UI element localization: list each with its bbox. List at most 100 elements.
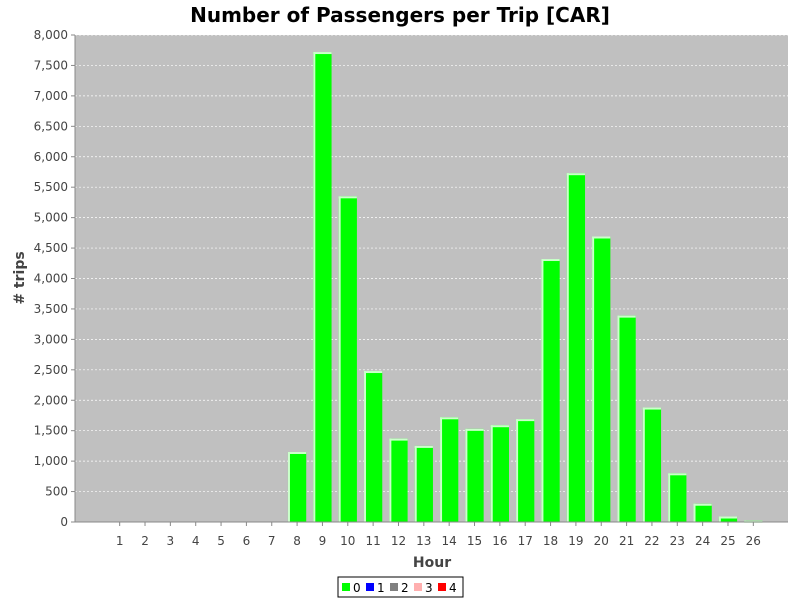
x-tick-label: 17 <box>518 534 533 548</box>
bar-highlight <box>364 371 383 374</box>
legend-swatch <box>390 583 398 591</box>
bar-fill <box>718 516 738 522</box>
x-tick-label: 8 <box>293 534 301 548</box>
x-tick-label: 25 <box>720 534 735 548</box>
bar <box>718 516 738 522</box>
bar-fill <box>287 451 307 522</box>
bar-fill <box>541 259 560 522</box>
bar-highlight <box>338 196 341 522</box>
legend: 0 1 2 3 4 <box>337 576 464 598</box>
x-tick-label: 10 <box>340 534 355 548</box>
legend-swatch <box>414 583 422 591</box>
x-tick-label: 21 <box>619 534 634 548</box>
bar-fill <box>617 315 636 522</box>
bar <box>668 473 687 522</box>
bar-fill <box>668 473 687 522</box>
x-tick-label: 24 <box>695 534 710 548</box>
bar-highlight <box>414 445 433 448</box>
bar-fill <box>566 173 586 522</box>
x-tick-label: 20 <box>594 534 609 548</box>
x-axis: 1 2 3 4 5 6 7 8 9 10 11 12 13 14 15 16 17 18 19 20 21 22 23 24 2… <box>75 521 788 548</box>
x-tick-label: 13 <box>416 534 431 548</box>
x-tick-label: 26 <box>746 534 761 548</box>
y-tick-label: 1,500 <box>34 424 68 438</box>
bar <box>313 52 332 523</box>
bar-highlight <box>516 419 535 422</box>
bar <box>541 259 560 522</box>
bar <box>338 196 357 522</box>
bar <box>592 236 611 522</box>
x-tick-label: 14 <box>442 534 457 548</box>
legend-label: 0 <box>353 581 361 595</box>
y-tick-label: 4,000 <box>34 272 68 286</box>
bar-highlight <box>490 425 509 428</box>
bar-highlight <box>617 315 636 318</box>
bar-highlight <box>592 236 611 239</box>
y-tick-label: 6,000 <box>34 150 68 164</box>
x-tick-label: 5 <box>217 534 225 548</box>
bar <box>566 173 586 522</box>
x-tick-label: 15 <box>467 534 482 548</box>
bar-highlight <box>490 425 493 522</box>
bar <box>287 451 307 522</box>
legend-swatch <box>438 583 446 591</box>
x-tick-label: 19 <box>568 534 583 548</box>
bar-fill <box>414 445 433 522</box>
y-tick-label: 7,500 <box>34 58 68 72</box>
bar-highlight <box>668 473 671 522</box>
bar <box>490 425 509 522</box>
legend-label: 3 <box>425 581 433 595</box>
legend-swatch <box>366 583 374 591</box>
x-tick-label: 4 <box>192 534 200 548</box>
y-axis-title: # trips <box>12 251 28 304</box>
y-axis: 0 500 1,000 1,500 2,000 2,500 3,000 3,500 4,000 4… <box>34 28 76 529</box>
x-tick-label: 16 <box>492 534 507 548</box>
bar-highlight <box>364 371 367 522</box>
bar-highlight <box>642 407 662 410</box>
x-tick-label: 11 <box>365 534 380 548</box>
bar-highlight <box>693 503 696 522</box>
y-tick-label: 1,000 <box>34 454 68 468</box>
bar <box>389 438 408 522</box>
bar-fill <box>693 503 712 522</box>
bar-highlight <box>592 236 595 522</box>
x-tick-label: 18 <box>543 534 558 548</box>
bar-highlight <box>465 428 484 431</box>
y-tick-label: 5,500 <box>34 180 68 194</box>
x-tick-label: 22 <box>644 534 659 548</box>
bar-highlight <box>566 173 586 176</box>
x-tick-label: 12 <box>391 534 406 548</box>
x-axis-title: Hour <box>413 555 451 571</box>
x-tick-label: 7 <box>268 534 276 548</box>
bar-highlight <box>465 428 468 522</box>
bar-highlight <box>718 516 738 519</box>
bar <box>414 445 433 522</box>
x-tick-label: 1 <box>116 534 124 548</box>
y-tick-label: 5,000 <box>34 211 68 225</box>
bar <box>440 417 459 522</box>
bar-highlight <box>718 516 721 522</box>
y-tick-label: 500 <box>45 485 68 499</box>
bar-highlight <box>440 417 459 420</box>
legend-box <box>337 576 464 598</box>
bar-highlight <box>313 52 332 55</box>
legend-label: 2 <box>401 581 409 595</box>
bar-fill <box>389 438 408 522</box>
bar-highlight <box>389 438 392 522</box>
y-tick-label: 4,500 <box>34 241 68 255</box>
bar <box>364 371 383 522</box>
legend-label: 1 <box>377 581 385 595</box>
bar-highlight <box>617 315 620 522</box>
y-tick-label: 2,500 <box>34 363 68 377</box>
x-tick-label: 23 <box>670 534 685 548</box>
bar-fill <box>465 428 484 522</box>
x-tick-label: 6 <box>243 534 251 548</box>
legend-label: 4 <box>449 581 457 595</box>
y-tick-label: 7,000 <box>34 89 68 103</box>
bar-highlight <box>338 196 357 199</box>
bars <box>287 52 763 523</box>
bar-highlight <box>287 451 290 522</box>
bar <box>693 503 712 522</box>
bar-highlight <box>541 259 544 522</box>
